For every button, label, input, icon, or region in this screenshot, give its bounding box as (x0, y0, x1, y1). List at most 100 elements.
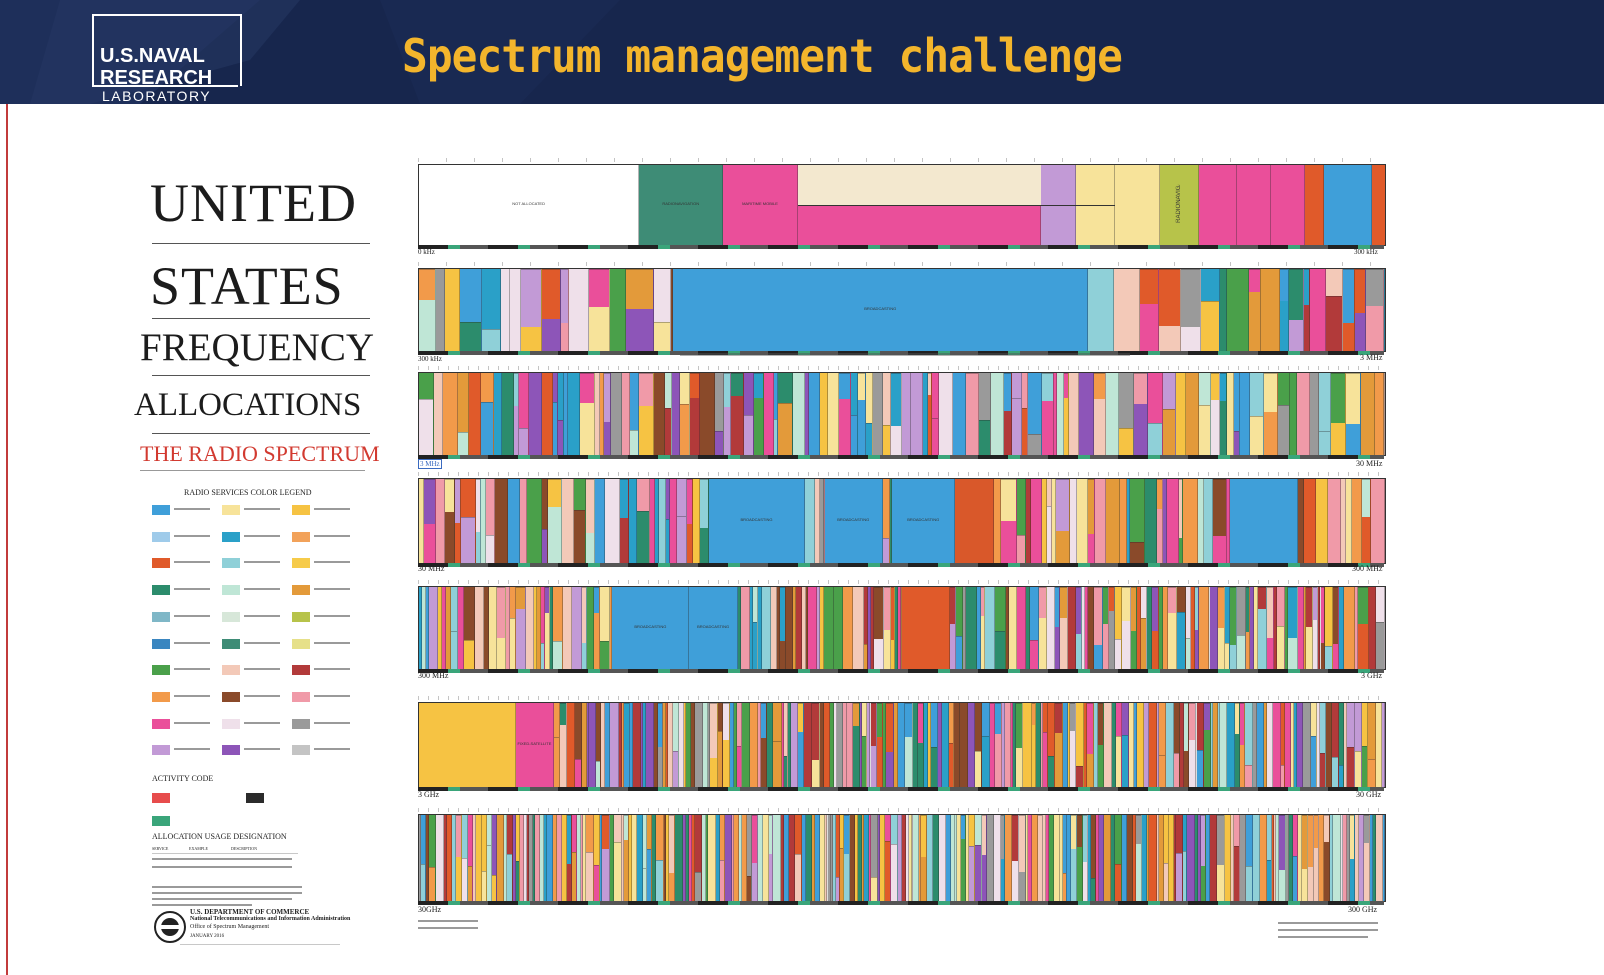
allocation-segment (1224, 815, 1231, 901)
allocation-subsegment (891, 587, 895, 641)
allocation-segment (852, 703, 860, 787)
allocation-segment (497, 587, 507, 669)
allocation-subsegment (1320, 587, 1324, 643)
allocation-segment (1361, 479, 1372, 563)
allocation-segment (919, 815, 922, 901)
allocation-subsegment (548, 479, 562, 507)
allocation-segment (582, 587, 587, 669)
allocation-segment (738, 815, 742, 901)
allocation-segment (1303, 587, 1307, 669)
allocation-subsegment (1210, 373, 1220, 400)
allocation-subsegment (1289, 269, 1303, 320)
allocation-segment (1320, 587, 1325, 669)
allocation-segment (974, 703, 983, 787)
legend-swatch (292, 585, 310, 596)
legend-swatch (292, 638, 310, 649)
allocation-subsegment (593, 865, 599, 901)
legend-swatch (222, 691, 240, 702)
legend-swatch-label (244, 508, 280, 510)
allocation-segment (621, 703, 624, 787)
band-baseline (418, 669, 1384, 673)
allocation-segment (1004, 373, 1012, 455)
allocation-segment (443, 815, 447, 901)
allocation-segment (853, 587, 864, 669)
allocation-segment (805, 479, 815, 563)
allocation-segment (1057, 373, 1064, 455)
allocation-segment (663, 815, 667, 901)
allocation-subsegment (464, 639, 474, 669)
allocation-segment (1059, 815, 1063, 901)
legend-swatch-label (314, 694, 350, 697)
allocation-subsegment (1093, 587, 1102, 645)
allocation-segment (494, 479, 509, 563)
allocation-subsegment (665, 408, 672, 455)
allocation-segment (1272, 703, 1282, 787)
allocation-segment (1136, 815, 1143, 901)
allocation-segment (823, 587, 835, 669)
allocation-segment (1122, 815, 1128, 901)
allocation-subsegment (865, 422, 873, 455)
allocation-subsegment (1277, 626, 1284, 669)
allocation-segment (802, 815, 806, 901)
allocation-segment (839, 373, 852, 455)
allocation-segment (978, 373, 991, 455)
allocation-label: BROADCASTING (864, 305, 897, 311)
allocation-segment (1018, 815, 1026, 901)
allocation-segment (529, 373, 542, 455)
allocation-segment (670, 269, 674, 351)
allocation-segment (885, 703, 895, 787)
allocation-segment (1178, 479, 1183, 563)
allocation-segment (630, 703, 634, 787)
allocation-segment (609, 815, 615, 901)
allocation-subsegment (1062, 873, 1066, 901)
allocation-subsegment (883, 587, 891, 630)
allocation-segment (950, 815, 955, 901)
allocation-segment (1185, 587, 1192, 669)
allocation-segment (1296, 703, 1304, 787)
allocation-segment (643, 703, 647, 787)
allocation-segment (873, 373, 884, 455)
allocation-subsegment (1097, 703, 1104, 746)
band-ticks (418, 696, 1384, 700)
allocation-subsegment (1303, 269, 1310, 306)
allocation-segment (1108, 587, 1116, 669)
allocation-segment (1004, 815, 1013, 901)
allocation-segment (1279, 815, 1287, 901)
allocation-subsegment (1178, 479, 1182, 538)
allocation-segment (509, 269, 521, 351)
allocation-subsegment (960, 815, 966, 839)
allocation-segment (436, 815, 444, 901)
allocation-segment (444, 269, 461, 351)
allocation-segment (1187, 815, 1195, 901)
allocation-segment (1354, 703, 1363, 787)
allocation-segment (1297, 373, 1311, 455)
allocation-segment (1067, 703, 1070, 787)
allocation-label: BROADCASTING (907, 516, 940, 522)
allocation-segment (647, 815, 653, 901)
legend-swatch-label (174, 668, 210, 671)
allocation-segment (504, 815, 508, 901)
allocation-subsegment (1069, 703, 1076, 732)
allocation-subsegment (968, 846, 975, 901)
allocation-subsegment (1279, 815, 1286, 871)
allocation-segment (1175, 815, 1183, 901)
allocation-segment (1218, 587, 1226, 669)
allocation-subsegment (737, 745, 741, 787)
band-ticks (418, 472, 1384, 476)
allocation-segment (529, 815, 533, 901)
allocation-subsegment (510, 617, 516, 669)
allocation-subsegment (1196, 749, 1203, 787)
allocation-segment (741, 815, 748, 901)
allocation-segment (547, 815, 554, 901)
allocation-segment (995, 587, 1006, 669)
allocation-segment (1198, 373, 1211, 455)
allocation-subsegment (752, 815, 757, 863)
legend-swatch-label (174, 748, 210, 751)
allocation-segment (1127, 815, 1134, 901)
allocation-subsegment (623, 703, 630, 751)
allocation-segment (649, 479, 655, 563)
allocation-segment (1013, 703, 1016, 787)
allocation-segment (602, 815, 610, 901)
allocation-segment (812, 815, 815, 901)
allocation-subsegment (1056, 479, 1070, 531)
